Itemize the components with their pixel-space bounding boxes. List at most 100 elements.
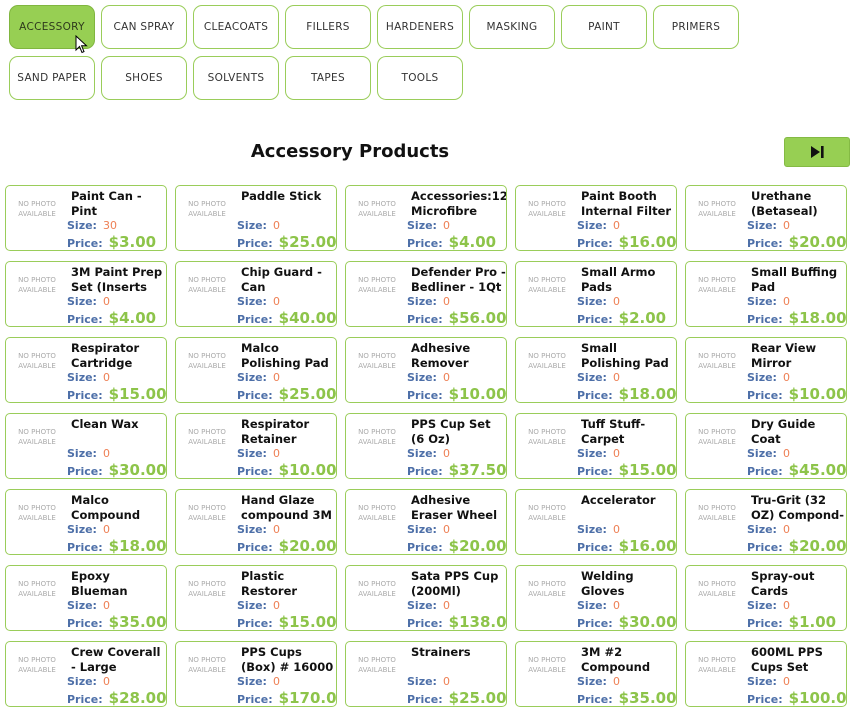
size-value: 0 bbox=[612, 295, 620, 308]
category-button-tapes[interactable]: TAPES bbox=[285, 56, 371, 100]
no-photo-placeholder: NO PHOTO AVAILABLE bbox=[528, 352, 566, 370]
product-card[interactable]: NO PHOTO AVAILABLE Clean Wax Size: 0 Price: $… bbox=[5, 413, 167, 479]
product-name: Spray-out Cards bbox=[751, 569, 815, 598]
category-button-hardeners[interactable]: HARDENERS bbox=[377, 5, 463, 49]
category-button-shoes[interactable]: SHOES bbox=[101, 56, 187, 100]
product-card[interactable]: NO PHOTO AVAILABLE PPS Cups (Box) # 16000… bbox=[175, 641, 337, 707]
price-row: Price: $35.00 bbox=[577, 689, 676, 706]
no-photo-placeholder: NO PHOTO AVAILABLE bbox=[698, 504, 736, 522]
product-name: Rear View Mirror Adhesive bbox=[751, 341, 817, 370]
product-card[interactable]: NO PHOTO AVAILABLE Spray-out Cards Size: 0 P… bbox=[685, 565, 847, 631]
size-label: Size: bbox=[407, 523, 437, 536]
product-card[interactable]: NO PHOTO AVAILABLE Tru-Grit (32 OZ) Compo… bbox=[685, 489, 847, 555]
product-card[interactable]: NO PHOTO AVAILABLE Respirator Cartridge Si… bbox=[5, 337, 167, 403]
product-card[interactable]: NO PHOTO AVAILABLE Malco Compound PadSize… bbox=[5, 489, 167, 555]
product-name: 3M Paint Prep Set (Inserts and bbox=[71, 265, 163, 294]
no-photo-placeholder: NO PHOTO AVAILABLE bbox=[188, 656, 226, 674]
price-value: $10.00 bbox=[448, 385, 507, 403]
price-label: Price: bbox=[67, 541, 103, 554]
product-card[interactable]: NO PHOTO AVAILABLE Tuff Stuff- Carpet Cle… bbox=[515, 413, 677, 479]
product-card[interactable]: NO PHOTO AVAILABLE Defender Pro - Bedline… bbox=[345, 261, 507, 327]
price-label: Price: bbox=[577, 693, 613, 706]
category-button-solvents[interactable]: SOLVENTS bbox=[193, 56, 279, 100]
size-label: Size: bbox=[747, 219, 777, 232]
category-button-fillers[interactable]: FILLERS bbox=[285, 5, 371, 49]
size-label: Size: bbox=[67, 295, 97, 308]
product-card[interactable]: NO PHOTO AVAILABLE Rear View Mirror Adhes… bbox=[685, 337, 847, 403]
size-value: 0 bbox=[782, 219, 790, 232]
category-button-can-spray[interactable]: CAN SPRAY bbox=[101, 5, 187, 49]
product-card[interactable]: NO PHOTO AVAILABLE Malco Polishing Pad Siz… bbox=[175, 337, 337, 403]
size-row: Size: 0 bbox=[407, 599, 450, 612]
size-label: Size: bbox=[67, 599, 97, 612]
price-value: $25.00 bbox=[278, 385, 337, 403]
category-button-accessory[interactable]: ACCESSORY bbox=[9, 5, 95, 49]
size-value: 0 bbox=[782, 371, 790, 384]
price-label: Price: bbox=[747, 693, 783, 706]
product-card[interactable]: NO PHOTO AVAILABLE Respirator Retainer Pl… bbox=[175, 413, 337, 479]
product-card[interactable]: NO PHOTO AVAILABLE Paint Booth Internal F… bbox=[515, 185, 677, 251]
product-card[interactable]: NO PHOTO AVAILABLE Epoxy Blueman Size: 0 Pri… bbox=[5, 565, 167, 631]
no-photo-placeholder: NO PHOTO AVAILABLE bbox=[358, 276, 396, 294]
price-label: Price: bbox=[237, 541, 273, 554]
size-row: Size: 0 bbox=[67, 523, 110, 536]
no-photo-placeholder: NO PHOTO AVAILABLE bbox=[18, 656, 56, 674]
product-card[interactable]: NO PHOTO AVAILABLE 600ML PPS Cups Set Size… bbox=[685, 641, 847, 707]
product-name: Paint Can - Pint bbox=[71, 189, 142, 218]
product-card[interactable]: NO PHOTO AVAILABLE Paddle Stick Size: 0 Pric… bbox=[175, 185, 337, 251]
no-photo-placeholder: NO PHOTO AVAILABLE bbox=[188, 352, 226, 370]
no-photo-placeholder: NO PHOTO AVAILABLE bbox=[698, 580, 736, 598]
product-card[interactable]: NO PHOTO AVAILABLE Crew Coverall - Large S… bbox=[5, 641, 167, 707]
product-card[interactable]: NO PHOTO AVAILABLE Welding Gloves Size: 0 Pr… bbox=[515, 565, 677, 631]
product-card[interactable]: NO PHOTO AVAILABLE Accelerator Size: 0 Price… bbox=[515, 489, 677, 555]
product-card[interactable]: NO PHOTO AVAILABLE PPS Cup Set (6 Oz) Size… bbox=[345, 413, 507, 479]
product-card[interactable]: NO PHOTO AVAILABLE Chip Guard - Can Size: 0… bbox=[175, 261, 337, 327]
category-button-masking[interactable]: MASKING bbox=[469, 5, 555, 49]
size-row: Size: 0 bbox=[747, 523, 790, 536]
product-card[interactable]: NO PHOTO AVAILABLE 3M Paint Prep Set (Ins… bbox=[5, 261, 167, 327]
product-card[interactable]: NO PHOTO AVAILABLE Small Polishing Pad Siz… bbox=[515, 337, 677, 403]
product-name: Accessories:12" Microfibre Towel bbox=[411, 189, 507, 218]
skip-forward-icon bbox=[811, 146, 824, 158]
category-button-paint[interactable]: PAINT bbox=[561, 5, 647, 49]
product-card[interactable]: NO PHOTO AVAILABLE Adhesive Remover Wheel… bbox=[345, 337, 507, 403]
size-value: 0 bbox=[272, 523, 280, 536]
size-label: Size: bbox=[407, 599, 437, 612]
category-button-tools[interactable]: TOOLS bbox=[377, 56, 463, 100]
no-photo-placeholder: NO PHOTO AVAILABLE bbox=[188, 504, 226, 522]
category-button-primers[interactable]: PRIMERS bbox=[653, 5, 739, 49]
price-value: $20.00 bbox=[788, 233, 847, 251]
product-card[interactable]: NO PHOTO AVAILABLE Urethane (Betaseal) Siz… bbox=[685, 185, 847, 251]
product-card[interactable]: NO PHOTO AVAILABLE Hand Glaze compound 3M… bbox=[175, 489, 337, 555]
product-card[interactable]: NO PHOTO AVAILABLE Adhesive Eraser Wheel S… bbox=[345, 489, 507, 555]
price-row: Price: $10.00 bbox=[407, 385, 507, 403]
size-label: Size: bbox=[407, 371, 437, 384]
product-card[interactable]: NO PHOTO AVAILABLE 3M #2 Compound PintSiz… bbox=[515, 641, 677, 707]
product-card[interactable]: NO PHOTO AVAILABLE Small Buffing Pad Size:… bbox=[685, 261, 847, 327]
price-value: $45.00 bbox=[788, 461, 847, 479]
price-value: $10.00 bbox=[278, 461, 337, 479]
product-card[interactable]: NO PHOTO AVAILABLE Paint Can - Pint Size: 3… bbox=[5, 185, 167, 251]
product-card[interactable]: NO PHOTO AVAILABLE Sata PPS Cup (200Ml) Si… bbox=[345, 565, 507, 631]
price-value: $56.00 bbox=[448, 309, 507, 327]
category-button-sand-paper[interactable]: SAND PAPER bbox=[9, 56, 95, 100]
price-label: Price: bbox=[747, 237, 783, 250]
size-row: Size: 0 bbox=[67, 447, 110, 460]
size-row: Size: 0 bbox=[577, 675, 620, 688]
product-card[interactable]: NO PHOTO AVAILABLE Small Armo Pads Size: 0 P… bbox=[515, 261, 677, 327]
price-row: Price: $3.00 bbox=[67, 233, 156, 250]
product-card[interactable]: NO PHOTO AVAILABLE Accessories:12" Microf… bbox=[345, 185, 507, 251]
size-row: Size: 0 bbox=[67, 295, 110, 308]
next-page-button[interactable] bbox=[784, 137, 850, 167]
size-value: 0 bbox=[612, 219, 620, 232]
size-row: Size: 30 bbox=[67, 219, 117, 232]
product-name: 600ML PPS Cups Set bbox=[751, 645, 823, 674]
size-label: Size: bbox=[747, 371, 777, 384]
product-card[interactable]: NO PHOTO AVAILABLE Plastic Restorer Size: 0… bbox=[175, 565, 337, 631]
category-button-cleacoats[interactable]: CLEACOATS bbox=[193, 5, 279, 49]
price-value: $10.00 bbox=[788, 385, 847, 403]
size-value: 0 bbox=[612, 371, 620, 384]
product-card[interactable]: NO PHOTO AVAILABLE Dry Guide Coat Size: 0 Pr… bbox=[685, 413, 847, 479]
size-value: 0 bbox=[442, 675, 450, 688]
product-card[interactable]: NO PHOTO AVAILABLE Strainers Size: 0 Price: $… bbox=[345, 641, 507, 707]
